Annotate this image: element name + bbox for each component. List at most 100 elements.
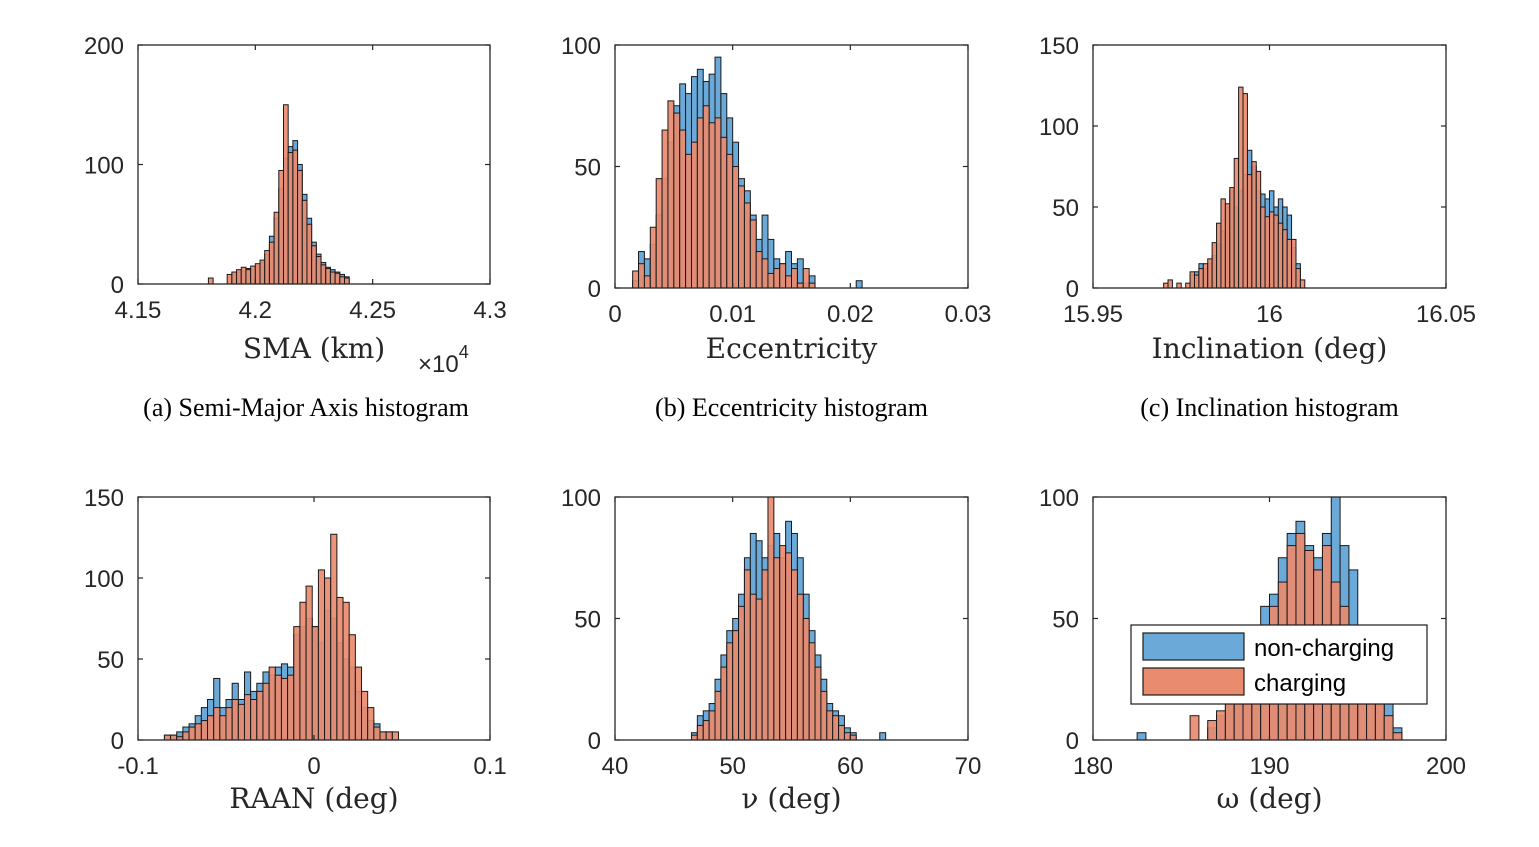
- bar-non-charging: [1136, 732, 1147, 741]
- bar-charging: [738, 185, 745, 289]
- bar-charging: [649, 226, 657, 289]
- bar-charging: [1392, 732, 1403, 741]
- bar-non-charging: [879, 732, 887, 741]
- panel-4: 40 50 60 70 0 50 100 ν (deg): [561, 485, 981, 815]
- bar-charging: [814, 666, 822, 741]
- bar-charging: [225, 707, 233, 741]
- bar-charging: [773, 268, 781, 289]
- bar-charging: [767, 496, 775, 741]
- y-tick-label: 100: [84, 153, 124, 180]
- bar-charging: [226, 273, 233, 285]
- panel-caption: (a) Semi-Major Axis histogram: [143, 393, 469, 422]
- bar-charging: [240, 266, 247, 285]
- bar-charging: [714, 690, 722, 741]
- bar-charging: [329, 271, 336, 285]
- y-tick-label: 100: [1039, 485, 1079, 512]
- bar-charging: [243, 694, 252, 741]
- x-tick-label: 60: [837, 753, 864, 780]
- bar-non-charging: [855, 280, 863, 289]
- bar-charging: [361, 690, 369, 741]
- bar-charging: [679, 129, 687, 289]
- bar-charging: [796, 282, 804, 289]
- bar-charging: [231, 271, 238, 285]
- panel-2: 15.95 16 16.05 0 50 100 150 Inclination (deg) (c…: [1039, 33, 1476, 422]
- y-tick-label: 50: [97, 647, 124, 674]
- bar-charging: [685, 153, 692, 289]
- bar-charging: [268, 241, 275, 285]
- bar-charging: [755, 598, 763, 741]
- bar-charging: [767, 272, 775, 289]
- bar-charging: [297, 169, 303, 285]
- x-tick-label: 0.1: [473, 753, 506, 780]
- bar-charging: [726, 642, 734, 741]
- bar-charging: [367, 707, 375, 741]
- legend-swatch-charging: [1142, 667, 1245, 696]
- bar-charging: [1193, 274, 1200, 289]
- bar-charging: [714, 117, 722, 289]
- bar-charging: [808, 282, 816, 289]
- bar-charging: [802, 268, 810, 289]
- y-tick-label: 150: [1039, 33, 1079, 60]
- bar-charging: [163, 734, 172, 741]
- bar-charging: [236, 269, 242, 285]
- y-tick-label: 50: [574, 607, 601, 634]
- bar-charging: [1273, 214, 1279, 289]
- x-tick-label: -0.1: [117, 753, 158, 780]
- bar-charging: [696, 724, 704, 741]
- x-axis-label: RAAN (deg): [229, 782, 398, 815]
- x-tick-label: 15.95: [1063, 301, 1123, 328]
- bar-charging: [334, 272, 341, 285]
- bar-charging: [820, 690, 828, 741]
- bar-charging: [743, 569, 751, 741]
- bar-charging: [1260, 206, 1266, 289]
- legend: non-charging charging: [1130, 624, 1428, 705]
- bar-charging: [1189, 715, 1200, 741]
- bar-charging: [317, 569, 326, 741]
- bar-charging: [259, 259, 266, 285]
- bar-charging: [796, 593, 804, 741]
- bar-charging: [254, 263, 261, 285]
- bar-charging: [1374, 703, 1385, 741]
- bar-charging: [1207, 720, 1218, 741]
- bar-charging: [1295, 268, 1301, 289]
- bar-charging: [299, 601, 307, 741]
- x-axis-label: ω (deg): [1217, 782, 1323, 815]
- legend-label-non-charging: non-charging: [1254, 635, 1394, 662]
- panel-0: 4.15 4.2 4.25 4.3 0 100 200 SMA (km) ×104 (a) Sem…: [84, 33, 507, 422]
- bar-charging: [690, 141, 698, 289]
- bar-charging: [773, 557, 781, 741]
- bar-charging: [702, 720, 710, 741]
- x-axis-label: Inclination (deg): [1152, 332, 1388, 365]
- bar-charging: [732, 630, 740, 741]
- bar-charging: [315, 256, 322, 285]
- bar-charging: [219, 715, 227, 741]
- bar-charging: [1291, 238, 1297, 289]
- bar-charging: [194, 723, 202, 741]
- bar-charging: [1167, 279, 1173, 289]
- bar-charging: [268, 666, 276, 741]
- bar-charging: [1233, 157, 1240, 289]
- bar-charging: [379, 731, 387, 741]
- bar-charging: [1224, 203, 1231, 289]
- bar-charging: [1176, 282, 1182, 289]
- bar-charging: [280, 677, 289, 741]
- bar-charging: [385, 731, 393, 741]
- bar-charging: [282, 104, 289, 285]
- x-axis-label: Eccentricity: [706, 332, 878, 365]
- x-tick-label: 190: [1249, 753, 1289, 780]
- bar-charging: [849, 734, 857, 741]
- bar-charging: [250, 265, 256, 285]
- x-tick-label: 16.05: [1416, 301, 1476, 328]
- bar-charging: [673, 112, 681, 289]
- y-tick-label: 0: [111, 272, 124, 299]
- bar-charging: [1299, 279, 1306, 289]
- bar-charging: [306, 223, 313, 285]
- y-tick-label: 0: [1066, 728, 1079, 755]
- x-axis-multiplier: ×104: [418, 342, 469, 378]
- bar-charging: [738, 605, 745, 741]
- bar-charging: [802, 618, 810, 741]
- bar-charging: [1198, 268, 1204, 289]
- bar-charging: [292, 149, 299, 285]
- bar-charging: [1216, 710, 1226, 741]
- bar-charging: [643, 275, 651, 289]
